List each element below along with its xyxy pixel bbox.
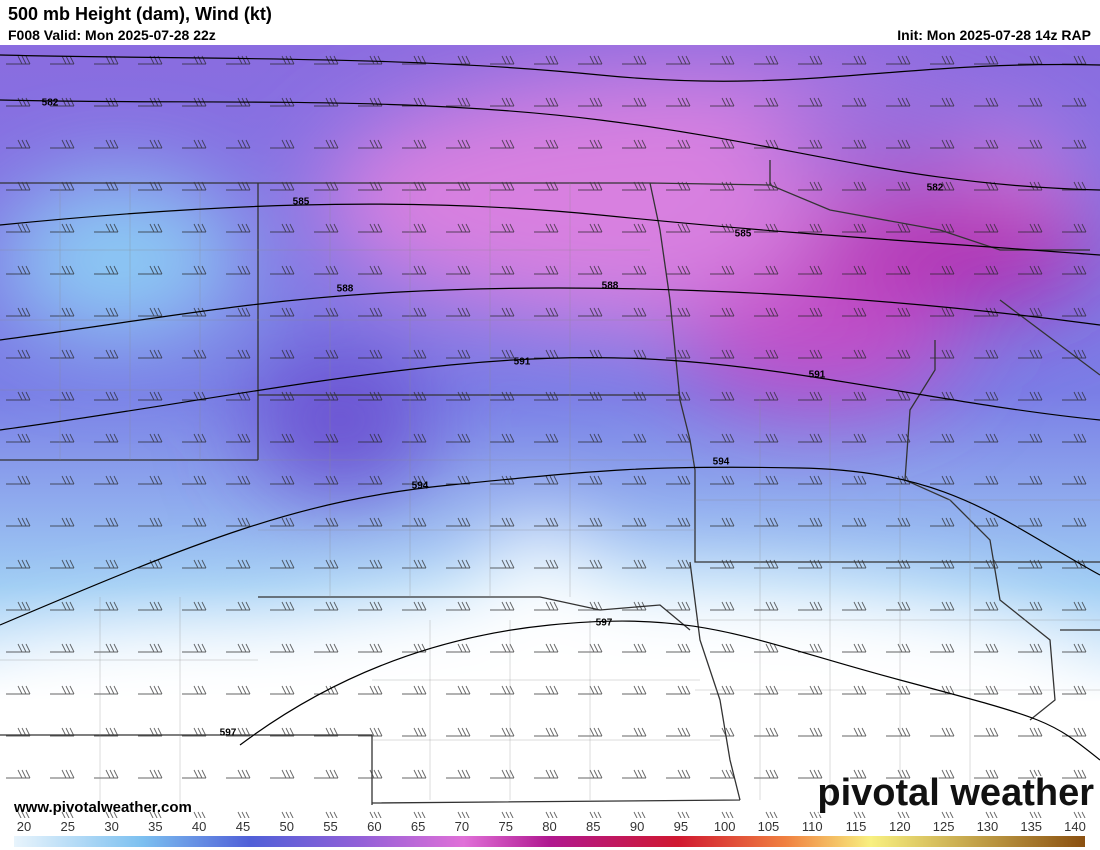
contour-labels: 582 582 585 585 588 588 591 591 594 594 597 597 (42, 98, 944, 739)
colorbar-tick-label: 130 (977, 819, 999, 834)
colorbar-tick-label: 105 (758, 819, 780, 834)
colorbar-tick-label: 115 (846, 819, 867, 834)
colorbar (14, 836, 1085, 847)
colorbar-tick-label: 85 (586, 819, 600, 834)
colorbar-tick-label: 50 (280, 819, 294, 834)
colorbar-tick-label: 90 (630, 819, 644, 834)
contour-label: 582 (927, 183, 944, 194)
colorbar-tick-label: 70 (455, 819, 469, 834)
colorbar-tick-label: 45 (236, 819, 250, 834)
height-contours (0, 54, 1100, 761)
website: www.pivotalweather.com (13, 799, 192, 816)
map: 582 582 585 585 588 588 591 591 594 594 597 597 (0, 45, 1100, 818)
colorbar-tick-label: 30 (104, 819, 118, 834)
contour-label: 597 (220, 728, 237, 739)
colorbar-tick-label: 55 (323, 819, 337, 834)
colorbar-tick-label: 125 (933, 819, 955, 834)
colorbar-ticks: 20 25 30 35 40 45 50 55 60 65 70 75 80 85 90 95 100 105 11… (17, 819, 1086, 834)
contour-label: 585 (735, 229, 752, 240)
colorbar-tick-label: 80 (542, 819, 556, 834)
colorbar-tick-label: 25 (61, 819, 75, 834)
colorbar-tick-label: 20 (17, 819, 31, 834)
contour-label: 594 (713, 457, 730, 468)
contour-label: 588 (602, 281, 619, 292)
colorbar-tick-label: 100 (714, 819, 736, 834)
county-borders (0, 183, 1100, 805)
valid-time: F008 Valid: Mon 2025-07-28 22z (8, 27, 216, 43)
init-time: Init: Mon 2025-07-28 14z RAP (897, 27, 1091, 43)
colorbar-tick-label: 60 (367, 819, 381, 834)
contour-label: 582 (42, 98, 59, 109)
colorbar-tick-label: 75 (498, 819, 512, 834)
contour-label: 591 (809, 370, 826, 381)
colorbar-tick-label: 120 (889, 819, 911, 834)
contour-label: 597 (596, 618, 613, 629)
colorbar-tick-label: 140 (1064, 819, 1086, 834)
colorbar-tick-label: 65 (411, 819, 425, 834)
contour-label: 591 (514, 357, 531, 368)
contour-label: 594 (412, 481, 429, 492)
colorbar-tick-label: 35 (148, 819, 162, 834)
colorbar-tick-label: 95 (674, 819, 688, 834)
title: 500 mb Height (dam), Wind (kt) (8, 4, 272, 24)
colorbar-tick-label: 135 (1020, 819, 1042, 834)
logo: pivotal weather (817, 772, 1094, 814)
contour-label: 588 (337, 284, 354, 295)
colorbar-tick-label: 40 (192, 819, 206, 834)
colorbar-tick-label: 110 (802, 819, 823, 834)
contour-label: 585 (293, 197, 310, 208)
